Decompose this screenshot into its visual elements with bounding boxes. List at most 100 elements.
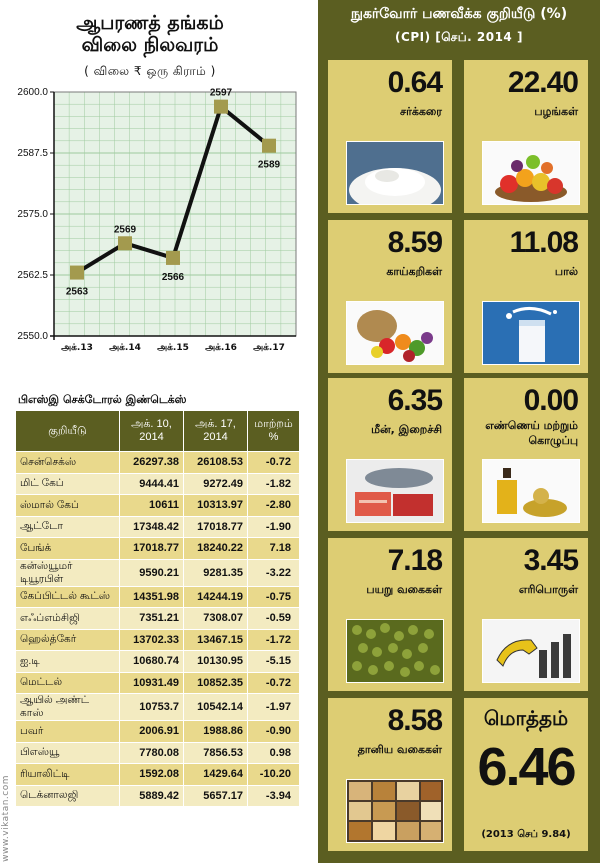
cpi-label: பால் [554,265,578,278]
oct17-value-cell: 9281.35 [183,558,248,587]
table-row: மெட்டல் 10931.49 10852.35 -0.72 [15,671,300,694]
cpi-tile-total: மொத்தம் 6.46 (2013 செப் 9.84) [464,698,588,851]
oct17-value-cell: 10313.97 [183,494,248,517]
oct10-value-cell: 9444.41 [119,472,184,495]
oct10-value-cell: 9590.21 [119,558,184,587]
oct10-value-cell: 10753.7 [119,693,184,721]
gold-title-line2: விலை நிலவரம் [81,34,219,56]
table-row: ஐ.டி 10680.74 10130.95 -5.15 [15,650,300,673]
cpi-title-line1: நுகர்வோர் பணவீக்க குறியீடு (%) [350,6,568,22]
cpi-title-line2: (CPI) [செப். 2014 ] [395,30,523,44]
data-label: 2589 [258,160,281,171]
index-name-cell: ஆயில் அண்ட் காஸ் [15,693,120,721]
change-cell: -0.90 [247,720,300,743]
cpi-tile-fruits: 22.40 பழங்கள் [464,60,588,213]
change-cell: 7.18 [247,537,300,560]
sector-index-table: குறியீடு அக். 10, 2014 அக். 17, 2014 மாற… [15,410,300,807]
index-name-cell: எஃப்எம்சிஜி [15,607,120,630]
fuel-icon [482,619,580,683]
sugar-icon [346,141,444,205]
oct10-value-cell: 5889.42 [119,784,184,807]
cpi-label: பழங்கள் [534,105,578,118]
milk-icon [482,301,580,365]
cpi-tile-vegetables: 8.59 காய்கறிகள் [328,220,452,373]
change-cell: -1.82 [247,472,300,495]
cpi-label: எண்ணெய் மற்றும் கொழுப்பு [485,419,578,447]
change-cell: -0.59 [247,607,300,630]
oct10-value-cell: 17018.77 [119,537,184,560]
oct17-value-cell: 10852.35 [183,671,248,694]
header-index: குறியீடு [15,410,120,452]
data-point [262,138,276,153]
cpi-value: 8.59 [387,226,443,259]
cpi-value: 0.64 [387,66,443,99]
y-tick-label: 2587.5 [17,148,48,159]
grains-icon [346,779,444,843]
cpi-label: காய்கறிகள் [386,265,442,278]
cpi-tile-grains: 8.58 தானிய வகைகள் [328,698,452,851]
change-cell: -0.72 [247,451,300,474]
gold-price-section: ஆபரணத் தங்கம் விலை நிலவரம் ( விலை ₹ ஒரு … [0,0,312,380]
index-name-cell: பவர் [15,720,120,743]
cpi-label: மீன், இறைச்சி [371,423,442,436]
oct10-value-cell: 13702.33 [119,628,184,651]
table-row: பிஎஸ்யூ 7780.08 7856.53 0.98 [15,741,300,764]
change-cell: -0.72 [247,671,300,694]
y-tick-label: 2550.0 [17,331,48,342]
x-tick-label: அக்.15 [157,343,189,353]
oct17-value-cell: 5657.17 [183,784,248,807]
cpi-tile-milk: 11.08 பால் [464,220,588,373]
change-cell: -0.75 [247,585,300,608]
index-name-cell: ஸ்மால் கேப் [15,494,120,517]
oct10-value-cell: 7780.08 [119,741,184,764]
data-label: 2597 [210,88,233,99]
gold-unit-label: ( விலை ₹ ஒரு கிராம் ) [84,64,216,78]
cpi-header: நுகர்வோர் பணவீக்க குறியீடு (%) (CPI) [செ… [318,0,600,52]
table-row: பவர் 2006.91 1988.86 -0.90 [15,720,300,743]
table-row: ஆட்டோ 17348.42 17018.77 -1.90 [15,515,300,538]
cpi-label: சர்க்கரை [399,105,442,118]
oct17-value-cell: 14244.19 [183,585,248,608]
cpi-value: 8.58 [387,704,443,737]
oct17-value-cell: 7856.53 [183,741,248,764]
cpi-value: 0.00 [523,384,579,417]
x-tick-label: அக்.16 [205,343,237,353]
change-cell: -1.72 [247,628,300,651]
index-name-cell: ஐ.டி [15,650,120,673]
header-oct17: அக். 17, 2014 [183,410,248,452]
sector-index-title: பிஎஸ்இ செக்டோரல் இண்டெக்ஸ் [18,393,187,406]
cpi-tile-fuel: 3.45 எரிபொருள் [464,538,588,691]
table-header-row: குறியீடு அக். 10, 2014 அக். 17, 2014 மாற… [15,410,300,452]
table-row: கேப்பிட்டல் கூட்ஸ் 14351.98 14244.19 -0.75 [15,585,300,608]
index-name-cell: மெட்டல் [15,671,120,694]
oct17-value-cell: 7308.07 [183,607,248,630]
cpi-tile-fish-meat: 6.35 மீன், இறைச்சி [328,378,452,531]
table-row: சென்செக்ஸ் 26297.38 26108.53 -0.72 [15,451,300,474]
oil-icon [482,459,580,523]
x-tick-label: அக்.13 [61,343,93,353]
oct17-value-cell: 26108.53 [183,451,248,474]
data-point [166,250,180,265]
index-name-cell: ரியாலிட்டி [15,763,120,786]
cpi-value: 22.40 [507,66,579,99]
change-cell: 0.98 [247,741,300,764]
cpi-tile-pulses: 7.18 பயறு வகைகள் [328,538,452,691]
table-row: ரியாலிட்டி 1592.08 1429.64 -10.20 [15,763,300,786]
index-name-cell: ஹெல்த்கேர் [15,628,120,651]
change-cell: -3.94 [247,784,300,807]
table-row: எஃப்எம்சிஜி 7351.21 7308.07 -0.59 [15,607,300,630]
cpi-value: 7.18 [387,544,443,577]
header-oct10: அக். 10, 2014 [119,410,184,452]
x-tick-label: அக்.14 [109,343,141,353]
index-name-cell: பேங்க் [15,537,120,560]
data-point [214,99,228,114]
y-tick-label: 2600.0 [17,87,48,98]
data-label: 2563 [66,287,89,298]
index-name-cell: டெக்னாலஜி [15,784,120,807]
y-tick-label: 2575.0 [17,209,48,220]
cpi-label: தானிய வகைகள் [357,743,442,756]
oct10-value-cell: 10611 [119,494,184,517]
oct17-value-cell: 18240.22 [183,537,248,560]
index-name-cell: கேப்பிட்டல் கூட்ஸ் [15,585,120,608]
oct10-value-cell: 17348.42 [119,515,184,538]
